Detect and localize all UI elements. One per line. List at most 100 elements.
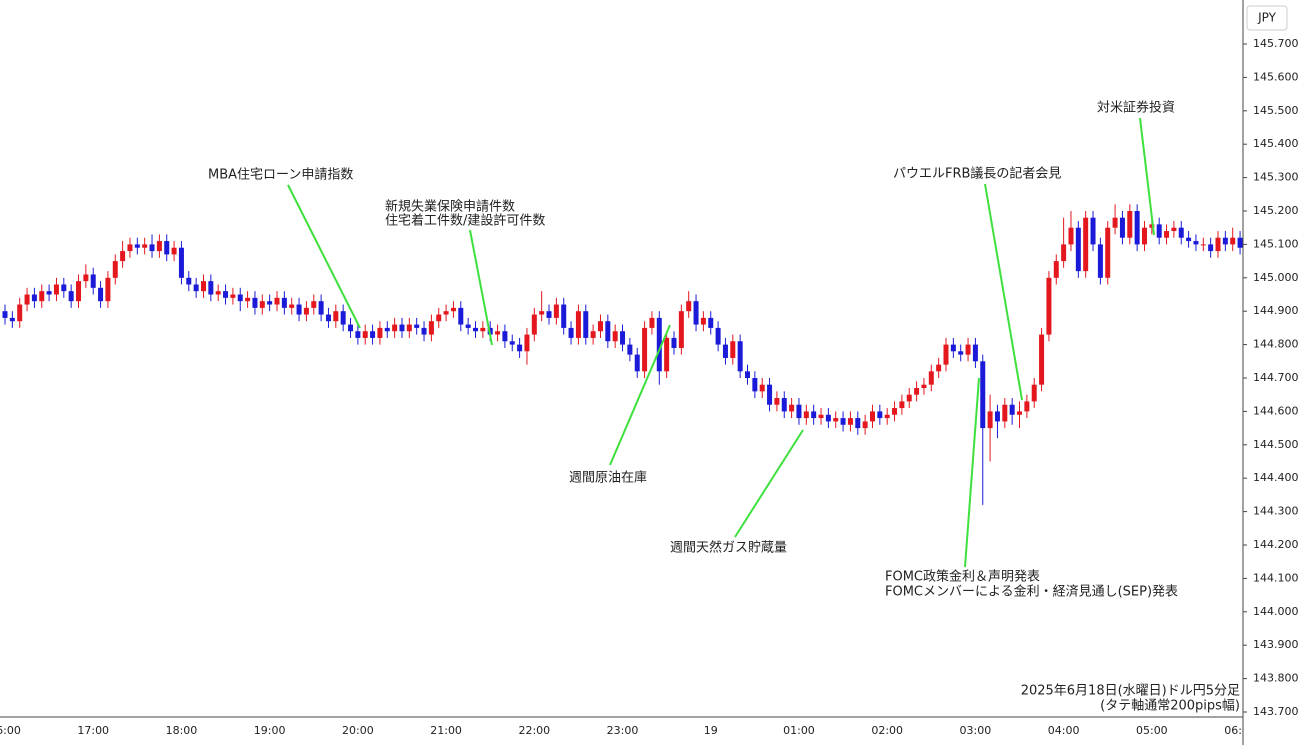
candle-body <box>134 244 140 248</box>
x-tick-label: 01:00 <box>783 724 815 737</box>
candle-body <box>127 244 133 252</box>
candle-body <box>892 408 898 415</box>
candle-body <box>796 404 802 419</box>
candle-body <box>752 378 758 392</box>
candle-body <box>9 317 15 322</box>
candle-body <box>575 311 581 338</box>
note: (タテ軸通常200pips幅) <box>1100 699 1240 714</box>
y-tick-label: 145.100 <box>1253 237 1299 250</box>
y-tick-label: 145.400 <box>1253 137 1299 150</box>
candle-body <box>414 324 420 328</box>
y-tick-label: 145.200 <box>1253 204 1299 217</box>
candle-body <box>186 277 192 285</box>
candle-body <box>1156 224 1162 238</box>
y-tick-label: 144.800 <box>1253 338 1299 351</box>
candle-body <box>399 324 405 332</box>
leader-line <box>469 229 493 346</box>
candle-body <box>620 331 626 345</box>
candle-body <box>553 304 559 318</box>
candle-body <box>517 344 523 352</box>
candle-body <box>818 414 824 419</box>
candle-body <box>1024 401 1030 412</box>
candle-body <box>1119 217 1125 238</box>
candle-body <box>384 327 390 332</box>
y-tick-label: 144.300 <box>1253 505 1299 518</box>
candle-body <box>531 314 537 335</box>
candle-body <box>686 301 692 312</box>
candle-body <box>472 327 478 332</box>
candle-body <box>803 411 809 419</box>
candle-body <box>1002 404 1008 422</box>
y-tick-label: 145.600 <box>1253 70 1299 83</box>
candle-body <box>781 398 787 412</box>
candle-body <box>1017 411 1023 415</box>
candle-body <box>1083 217 1089 272</box>
x-tick-label: 19:00 <box>254 724 286 737</box>
candle-body <box>164 241 170 255</box>
y-tick-label: 145.700 <box>1253 37 1299 50</box>
candle-body <box>943 344 949 365</box>
candle-body <box>1075 227 1081 272</box>
candle-body <box>877 411 883 419</box>
candle-body <box>392 324 398 332</box>
y-tick-label: 144.700 <box>1253 371 1299 384</box>
candle-body <box>605 321 611 342</box>
candle-body <box>1200 244 1206 246</box>
candle-body <box>1141 227 1147 245</box>
candle-body <box>1193 241 1199 245</box>
candle-body <box>39 291 45 302</box>
leader-line <box>984 183 1023 401</box>
x-tick-label: 05:00 <box>1136 724 1168 737</box>
candle-body <box>112 261 118 278</box>
candle-body <box>311 301 317 308</box>
candle-body <box>833 418 839 422</box>
candle-body <box>2 311 8 318</box>
leader-line <box>734 429 804 538</box>
leader-line <box>609 324 671 466</box>
candle-body <box>259 301 265 308</box>
candle-body <box>1090 217 1096 245</box>
candle-body <box>855 418 861 429</box>
candle-body <box>1112 217 1118 228</box>
candle-body <box>869 411 875 422</box>
candle-body <box>90 274 96 288</box>
x-tick-label: 19 <box>704 724 718 737</box>
candle-body <box>627 344 633 355</box>
y-tick-label: 144.200 <box>1253 538 1299 551</box>
x-tick-label: 02:00 <box>871 724 903 737</box>
candle-body <box>83 274 89 282</box>
candle-body <box>1186 237 1192 242</box>
note: 2025年6月18日(水曜日)ドル円5分足 <box>1021 684 1240 699</box>
annotation: パウエルFRB議長の記者会見 <box>893 166 1061 182</box>
candle-body <box>936 364 942 372</box>
candle-body <box>987 411 993 429</box>
candle-body <box>142 244 148 248</box>
candle-body <box>715 327 721 345</box>
candle-body <box>1149 224 1155 228</box>
candle-body <box>200 281 206 292</box>
candle-body <box>847 418 853 425</box>
candle-body <box>1053 261 1059 278</box>
x-tick-label: 20:00 <box>342 724 374 737</box>
candle-body <box>1134 211 1140 245</box>
candle-body <box>17 304 23 322</box>
y-tick-label: 145.000 <box>1253 271 1299 284</box>
annotation: 対米証券投資 <box>1097 100 1175 116</box>
candle-body <box>274 297 280 305</box>
candle-body <box>737 341 743 372</box>
candle-body <box>1046 277 1052 335</box>
candle-body <box>377 327 383 338</box>
candle-body <box>524 334 530 352</box>
candle-body <box>708 317 714 328</box>
annotation: 週間天然ガス貯蔵量 <box>670 540 787 556</box>
annotation: 週間原油在庫 <box>569 471 647 486</box>
candle-body <box>46 291 52 295</box>
candle-body <box>120 251 126 262</box>
candle-body <box>774 398 780 405</box>
candle-body <box>972 344 978 362</box>
currency: JPY <box>1257 11 1277 25</box>
candle-body <box>458 307 464 325</box>
candle-body <box>1237 237 1243 248</box>
annotation: 住宅着工件数/建設許可件数 <box>385 213 545 229</box>
